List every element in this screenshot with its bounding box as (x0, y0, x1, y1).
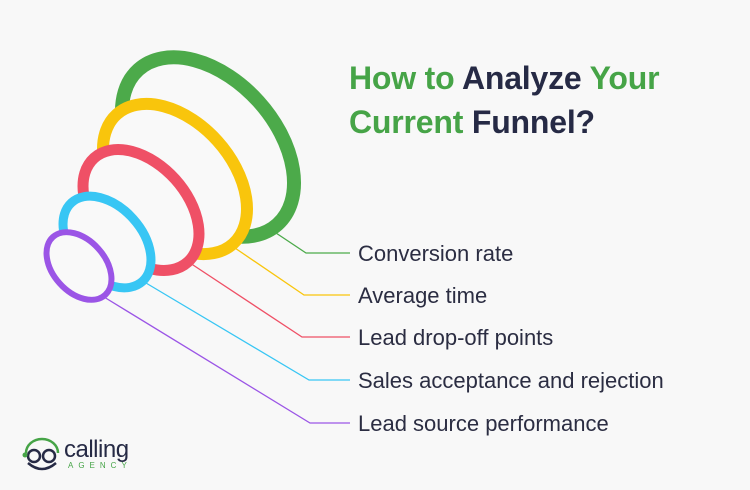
label-conversion-rate: Conversion rate (358, 241, 514, 266)
headset-logo-icon (22, 437, 60, 471)
title-word: Current (349, 104, 472, 140)
title-line-2: Current Funnel? (349, 104, 595, 140)
title-word: Your (589, 60, 660, 96)
title-word: How to (349, 60, 462, 96)
page-title: How to Analyze Your Current Funnel? (349, 56, 660, 144)
leader-line-sales-acceptance (145, 282, 350, 381)
leader-line-lead-drop-off (189, 262, 350, 338)
leader-line-conversion-rate (269, 228, 350, 254)
label-sales-acceptance: Sales acceptance and rejection (358, 368, 664, 393)
title-line-1: How to Analyze Your (349, 60, 660, 96)
label-lead-drop-off-points: Lead drop-off points (358, 325, 554, 350)
label-lead-source-performance: Lead source performance (358, 411, 609, 436)
label-average-time: Average time (358, 283, 488, 308)
title-word: Funnel? (471, 104, 595, 140)
logo-subtitle: AGENCY (68, 460, 132, 470)
ring-lead-source (43, 229, 115, 303)
logo-wordmark: calling (64, 435, 129, 463)
leader-line-lead-source (103, 296, 350, 424)
leader-line-average-time (231, 245, 350, 296)
calling-agency-logo: calling AGENCY (20, 437, 132, 471)
title-word: Analyze (461, 60, 590, 96)
